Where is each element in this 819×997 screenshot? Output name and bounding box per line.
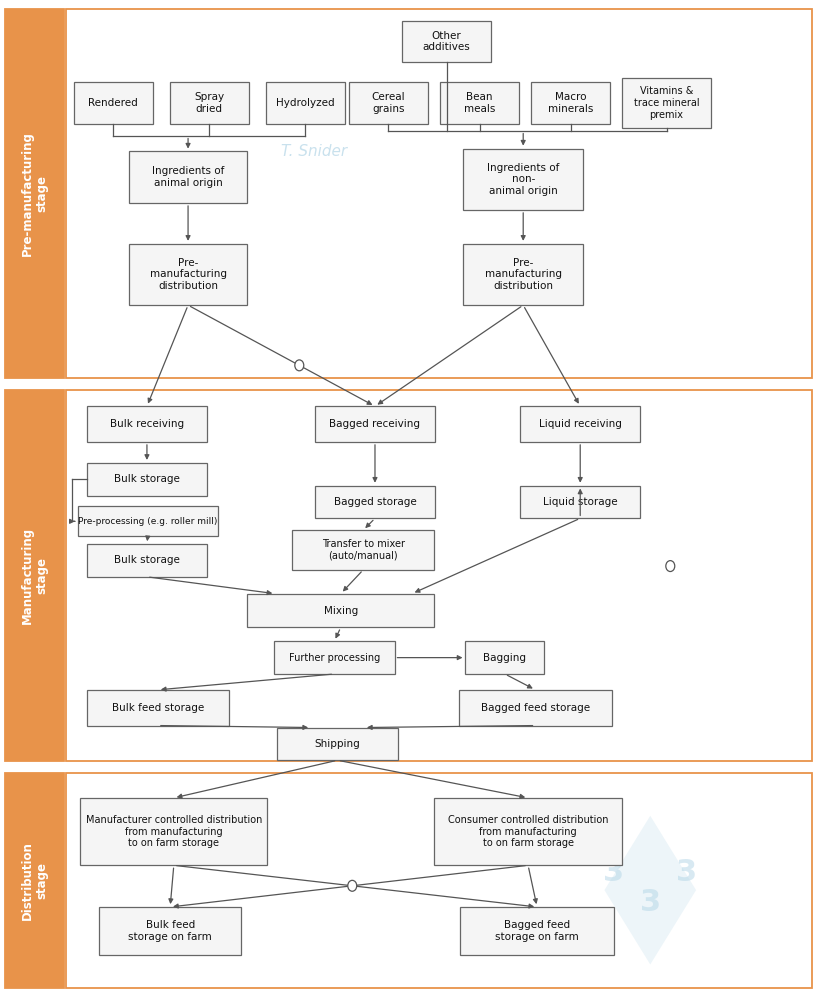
Text: Bulk feed
storage on farm: Bulk feed storage on farm (128, 920, 212, 941)
Text: Ingredients of
animal origin: Ingredients of animal origin (152, 166, 224, 188)
Text: Macro
minerals: Macro minerals (547, 92, 593, 114)
FancyBboxPatch shape (5, 391, 64, 762)
FancyBboxPatch shape (440, 82, 518, 124)
FancyBboxPatch shape (274, 641, 394, 674)
FancyBboxPatch shape (66, 773, 811, 988)
FancyBboxPatch shape (247, 593, 434, 627)
FancyBboxPatch shape (5, 773, 64, 988)
FancyBboxPatch shape (170, 82, 248, 124)
FancyBboxPatch shape (99, 907, 241, 954)
FancyBboxPatch shape (87, 690, 229, 726)
FancyBboxPatch shape (78, 506, 218, 536)
FancyBboxPatch shape (519, 486, 640, 518)
Text: Bagging: Bagging (482, 653, 526, 663)
FancyBboxPatch shape (434, 798, 621, 865)
Text: Bulk storage: Bulk storage (114, 555, 179, 565)
Text: Bulk feed storage: Bulk feed storage (111, 703, 204, 713)
FancyBboxPatch shape (277, 728, 397, 761)
FancyBboxPatch shape (463, 149, 583, 210)
FancyBboxPatch shape (519, 407, 640, 442)
Text: Cereal
grains: Cereal grains (371, 92, 405, 114)
FancyBboxPatch shape (87, 407, 207, 442)
FancyBboxPatch shape (459, 690, 611, 726)
Circle shape (665, 560, 674, 571)
Text: Vitamins &
trace mineral
premix: Vitamins & trace mineral premix (633, 87, 699, 120)
Text: Bagged storage: Bagged storage (333, 497, 416, 506)
Polygon shape (604, 816, 695, 964)
Circle shape (347, 880, 356, 891)
FancyBboxPatch shape (531, 82, 609, 124)
Text: Distribution
stage: Distribution stage (20, 841, 48, 920)
Text: Spray
dried: Spray dried (194, 92, 224, 114)
Text: Further processing: Further processing (288, 653, 379, 663)
Text: 3: 3 (676, 857, 697, 886)
FancyBboxPatch shape (80, 798, 267, 865)
Text: Pre-processing (e.g. roller mill): Pre-processing (e.g. roller mill) (78, 516, 217, 525)
Text: Manufacturer controlled distribution
from manufacturing
to on farm storage: Manufacturer controlled distribution fro… (85, 815, 262, 848)
Text: Ingredients of
non-
animal origin: Ingredients of non- animal origin (486, 163, 559, 195)
FancyBboxPatch shape (265, 82, 345, 124)
Text: Bean
meals: Bean meals (464, 92, 495, 114)
Text: Pre-
manufacturing
distribution: Pre- manufacturing distribution (484, 258, 561, 291)
FancyBboxPatch shape (401, 21, 491, 62)
Text: Transfer to mixer
(auto/manual): Transfer to mixer (auto/manual) (321, 539, 404, 561)
FancyBboxPatch shape (129, 243, 247, 305)
Text: Hydrolyzed: Hydrolyzed (276, 98, 334, 108)
Text: Pre-
manufacturing
distribution: Pre- manufacturing distribution (149, 258, 226, 291)
Text: Rendered: Rendered (88, 98, 138, 108)
FancyBboxPatch shape (66, 9, 811, 378)
FancyBboxPatch shape (87, 463, 207, 496)
Circle shape (295, 360, 303, 371)
FancyBboxPatch shape (292, 530, 434, 570)
Text: Bagged feed storage: Bagged feed storage (480, 703, 589, 713)
Text: Liquid storage: Liquid storage (542, 497, 617, 506)
Text: Other
additives: Other additives (423, 31, 470, 52)
Text: Bulk receiving: Bulk receiving (110, 419, 183, 429)
FancyBboxPatch shape (463, 243, 583, 305)
FancyBboxPatch shape (314, 486, 435, 518)
Text: 3: 3 (602, 857, 623, 886)
Text: Bagged receiving: Bagged receiving (329, 419, 420, 429)
Text: 3: 3 (639, 887, 660, 916)
Text: Manufacturing
stage: Manufacturing stage (20, 527, 48, 624)
Text: Consumer controlled distribution
from manufacturing
to on farm storage: Consumer controlled distribution from ma… (447, 815, 608, 848)
FancyBboxPatch shape (5, 9, 64, 378)
Text: Pre-manufacturing
stage: Pre-manufacturing stage (20, 131, 48, 256)
Text: Bulk storage: Bulk storage (114, 475, 179, 485)
FancyBboxPatch shape (460, 907, 613, 954)
FancyBboxPatch shape (66, 391, 811, 762)
Text: Shipping: Shipping (314, 739, 360, 749)
Text: T. Snider: T. Snider (281, 145, 347, 160)
FancyBboxPatch shape (87, 544, 207, 577)
FancyBboxPatch shape (621, 78, 710, 128)
Text: Bagged feed
storage on farm: Bagged feed storage on farm (495, 920, 578, 941)
Text: Mixing: Mixing (324, 605, 357, 615)
FancyBboxPatch shape (129, 152, 247, 203)
FancyBboxPatch shape (74, 82, 152, 124)
FancyBboxPatch shape (349, 82, 428, 124)
Text: Liquid receiving: Liquid receiving (538, 419, 621, 429)
FancyBboxPatch shape (314, 407, 435, 442)
FancyBboxPatch shape (465, 641, 544, 674)
